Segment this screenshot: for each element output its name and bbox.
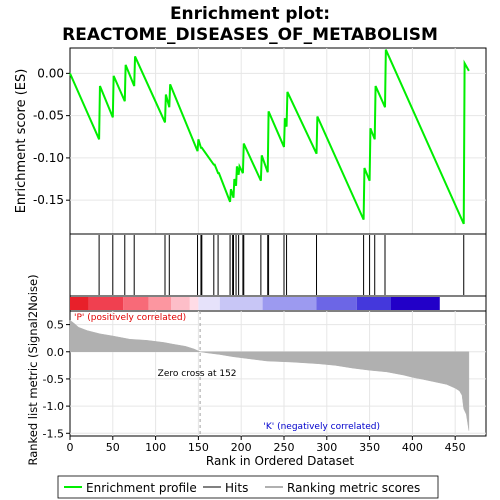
es-ytick-label: -0.15 <box>33 193 64 207</box>
x-tick-label: 250 <box>273 441 294 454</box>
rank-bar-segment <box>390 297 440 310</box>
x-tick-label: 350 <box>359 441 380 454</box>
legend-box <box>57 475 439 499</box>
chart-title: Enrichment plot: <box>170 4 330 24</box>
x-tick-label: 50 <box>106 441 120 454</box>
hits-panel-frame <box>69 233 487 297</box>
metric-ytick-label: -0.5 <box>43 373 64 386</box>
metric-ytick-label: 0.0 <box>47 346 65 359</box>
negative-correlation-label: 'K' (negatively correlated) <box>263 422 380 432</box>
rank-bar-segment <box>198 297 220 310</box>
x-tick-label: 150 <box>188 441 209 454</box>
positive-correlation-label: 'P' (positively correlated) <box>74 313 186 323</box>
chart-subtitle: REACTOME_DISEASES_OF_METABOLISM <box>62 25 438 45</box>
es-ytick-label: -0.10 <box>33 151 64 165</box>
x-tick-label: 200 <box>231 441 252 454</box>
ranking-metric-area <box>69 319 470 431</box>
metric-panel-frame <box>69 310 487 437</box>
legend-label-ranking: Ranking metric scores <box>287 481 420 495</box>
rank-bar-segment <box>148 297 172 310</box>
es-ytick-label: -0.05 <box>33 109 64 123</box>
rank-bar-segment <box>189 297 199 310</box>
legend-label-enrichment: Enrichment profile <box>86 481 197 495</box>
rank-bar-segment <box>219 297 263 310</box>
rank-bar-segment <box>70 297 89 310</box>
rank-bar-segment <box>356 297 391 310</box>
metric-axis-label: Ranked list metric (Signal2Noise) <box>26 274 40 465</box>
zero-cross-label: Zero cross at 152 <box>158 369 237 379</box>
rank-bar-segment <box>316 297 357 310</box>
x-tick-label: 400 <box>402 441 423 454</box>
metric-ytick-label: -1.0 <box>43 400 64 413</box>
x-tick-label: 100 <box>145 441 166 454</box>
x-axis-label: Rank in Ordered Dataset <box>206 454 354 468</box>
rank-bar-segment <box>171 297 190 310</box>
es-panel-frame <box>69 47 487 235</box>
rank-bar-segment <box>262 297 317 310</box>
rank-bar-segment <box>88 297 124 310</box>
x-tick-label: 450 <box>445 441 466 454</box>
rank-bar-segment <box>123 297 149 310</box>
metric-ytick-label: 0.5 <box>47 319 65 332</box>
x-tick-label: 300 <box>316 441 337 454</box>
x-tick-label: 0 <box>67 441 74 454</box>
metric-ytick-label: -1.5 <box>43 427 64 440</box>
enrichment-profile-line <box>69 49 470 225</box>
legend-label-hits: Hits <box>225 481 248 495</box>
es-ytick-label: 0.00 <box>37 66 64 80</box>
es-axis-label: Enrichment score (ES) <box>14 69 29 214</box>
